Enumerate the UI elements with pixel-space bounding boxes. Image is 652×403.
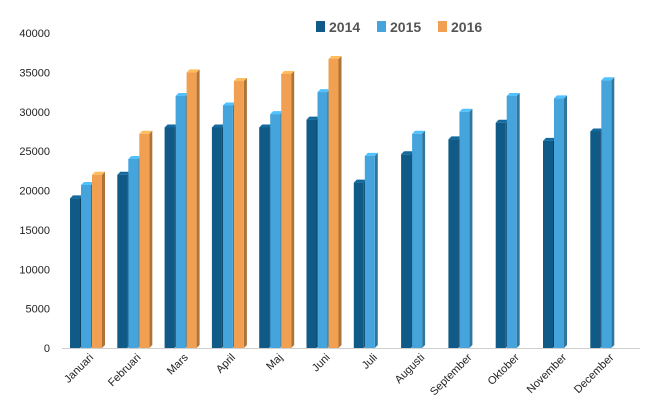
y-tick-label: 25000	[19, 146, 50, 158]
x-tick-label: Oktober	[486, 351, 522, 387]
bar-2015-augusti	[412, 130, 426, 348]
legend-entry-2015: 2015	[377, 19, 421, 35]
x-tick-label: Maj	[264, 352, 285, 373]
bar-2015-oktober	[506, 93, 520, 348]
bar-2016-februari	[139, 130, 153, 348]
x-tick-label: Juni	[310, 352, 333, 375]
x-tick-label: Februari	[106, 352, 143, 389]
y-tick-label: 5000	[26, 304, 50, 316]
x-tick-label: December	[572, 351, 617, 396]
bar-2015-november	[554, 95, 567, 348]
x-tick-label: Augusti	[393, 352, 427, 386]
bars	[70, 55, 615, 349]
y-tick-label: 40000	[19, 28, 50, 40]
x-tick-label: Juli	[360, 352, 380, 372]
bar-2016-maj	[281, 70, 295, 348]
bar-2015-september	[459, 108, 473, 348]
legend-label: 2014	[329, 19, 360, 35]
bar-2016-mars	[186, 69, 200, 348]
x-tick-label: Mars	[165, 351, 191, 377]
bar-2015-juli	[364, 152, 378, 348]
legend-swatch	[377, 21, 386, 32]
legend-entry-2016: 2016	[438, 19, 482, 35]
y-tick-label: 15000	[19, 225, 50, 237]
y-tick-label: 35000	[19, 67, 50, 79]
bar-2016-juni	[328, 55, 342, 349]
x-axis: Januari Februari Mars April Maj Juni Juli Augus…	[62, 351, 617, 398]
y-tick-label: 0	[44, 343, 50, 355]
y-tick-label: 30000	[19, 107, 50, 119]
x-tick-label: Januari	[62, 352, 96, 386]
x-tick-label: September	[428, 351, 475, 398]
y-tick-label: 20000	[19, 186, 50, 198]
x-tick-label: April	[214, 352, 238, 376]
x-tick-label: November	[525, 351, 570, 396]
bar-2015-december	[601, 77, 615, 348]
y-axis: 0 5000 10000 15000 20000 25000 30000 35000 40000	[19, 28, 640, 355]
legend-label: 2015	[390, 19, 421, 35]
legend-label: 2016	[451, 19, 482, 35]
legend-swatch	[438, 21, 447, 32]
bar-2016-januari	[92, 171, 105, 348]
legend-swatch	[316, 21, 325, 32]
y-tick-label: 10000	[19, 264, 50, 276]
legend: 2014 2015 2016	[316, 19, 482, 35]
legend-entry-2014: 2014	[316, 19, 360, 35]
bar-2016-april	[233, 78, 247, 348]
